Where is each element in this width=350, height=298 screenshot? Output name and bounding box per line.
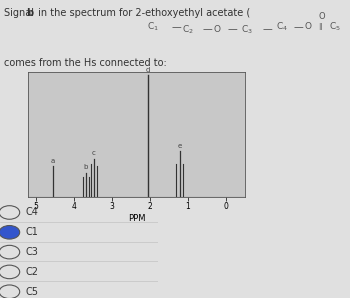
Text: Signal: Signal: [4, 8, 37, 18]
Text: e: e: [177, 143, 182, 149]
X-axis label: PPM: PPM: [128, 214, 145, 223]
Text: b: b: [26, 8, 33, 18]
Text: —: —: [228, 24, 237, 35]
Text: C$_1$: C$_1$: [147, 21, 159, 33]
Text: C$_4$: C$_4$: [276, 21, 288, 33]
Text: ||: ||: [318, 23, 323, 30]
Text: b: b: [84, 164, 88, 170]
Text: C$_3$: C$_3$: [241, 23, 253, 36]
Circle shape: [0, 226, 20, 239]
Text: C3: C3: [25, 247, 38, 257]
Text: in the spectrum for 2-ethoxyethyl acetate (: in the spectrum for 2-ethoxyethyl acetat…: [35, 8, 250, 18]
Text: a: a: [51, 158, 55, 164]
Text: —: —: [294, 22, 304, 32]
Text: C$_5$: C$_5$: [329, 21, 341, 33]
Text: —: —: [262, 24, 272, 35]
Text: C2: C2: [25, 267, 38, 277]
Text: O: O: [318, 12, 325, 21]
Text: C4: C4: [25, 207, 38, 218]
Text: comes from the Hs connected to:: comes from the Hs connected to:: [4, 58, 167, 68]
Text: C5: C5: [25, 287, 38, 297]
Text: C$_2$: C$_2$: [182, 23, 194, 36]
Text: —: —: [172, 22, 181, 32]
Text: c: c: [92, 150, 96, 156]
Text: O: O: [214, 25, 220, 34]
Text: O: O: [304, 22, 312, 31]
Text: C1: C1: [25, 227, 38, 237]
Text: —: —: [203, 24, 213, 35]
Text: d: d: [146, 66, 150, 72]
